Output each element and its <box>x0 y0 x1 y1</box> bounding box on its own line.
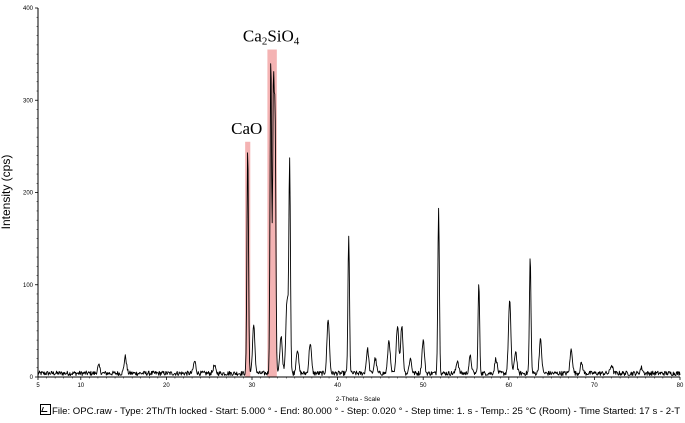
x-tick-label: 50 <box>420 383 427 389</box>
peak-point <box>470 356 471 357</box>
peak-point <box>348 236 349 237</box>
peak-point <box>247 146 248 147</box>
annotation-part: Ca <box>243 27 262 46</box>
peak-point <box>98 366 99 367</box>
y-axis-label: Intensity (cps) <box>0 155 13 230</box>
peak-point <box>423 340 424 341</box>
y-tick-label: 400 <box>23 6 34 12</box>
peak-point <box>540 340 541 341</box>
peak-point <box>367 349 368 350</box>
x-tick-label: 30 <box>249 383 256 389</box>
annotation-part: 4 <box>294 36 300 48</box>
y-tick-label: 300 <box>23 98 34 104</box>
peak-point <box>214 366 215 367</box>
xrd-chart: 0 100 200 300 400 5 10 20 30 40 50 60 70 80 CaO Ca2SiO… <box>0 6 684 403</box>
peak-point <box>310 342 311 343</box>
annotation-part: CaO <box>231 119 262 138</box>
peak-point <box>496 358 497 359</box>
peak-point <box>281 335 282 336</box>
diffraction-trace <box>37 63 681 377</box>
x-tick-label: 5 <box>36 383 40 389</box>
annotation-part: 2 <box>262 36 268 48</box>
peak-point <box>571 349 572 350</box>
annotation-ca2sio4: Ca2SiO4 <box>243 27 300 48</box>
peak-point <box>581 363 582 364</box>
peak-point <box>287 298 288 299</box>
peak-point <box>410 358 411 359</box>
x-tick-label: 20 <box>163 383 170 389</box>
peak-point <box>509 301 510 302</box>
peak-point <box>389 340 390 341</box>
peak-point <box>253 326 254 327</box>
x-tick-label: 80 <box>677 383 684 389</box>
x-axis-label: 2-Theta - Scale <box>336 396 381 403</box>
peak-point <box>297 349 298 350</box>
annotation-part: SiO <box>267 27 293 46</box>
x-tick-label: 70 <box>591 383 598 389</box>
peak-point <box>611 365 612 366</box>
file-caption: File: OPC.raw - Type: 2Th/Th locked - St… <box>40 404 680 418</box>
peak-point <box>328 318 329 319</box>
caption-text: File: OPC.raw - Type: 2Th/Th locked - St… <box>52 406 681 417</box>
y-tick-label: 0 <box>30 375 34 381</box>
peak-point <box>273 95 274 96</box>
peak-point <box>289 164 290 165</box>
highlight-cao <box>245 141 251 377</box>
y-tick-label: 100 <box>23 283 34 289</box>
peak-point <box>641 367 642 368</box>
peak-point <box>275 128 276 129</box>
peak-point <box>438 208 439 209</box>
x-tick-label: 10 <box>77 383 84 389</box>
x-tick-label: 60 <box>505 383 512 389</box>
peak-point <box>397 324 398 325</box>
peak-point <box>530 257 531 258</box>
peak-point <box>478 283 479 284</box>
annotation-cao: CaO <box>231 119 262 138</box>
peak-point <box>125 356 126 357</box>
peak-point <box>270 54 271 55</box>
peak-point <box>515 351 516 352</box>
x-tick-label: 40 <box>334 383 341 389</box>
peak-point <box>457 360 458 361</box>
axes: 0 100 200 300 400 5 10 20 30 40 50 60 70 80 <box>23 6 684 389</box>
file-icon <box>40 404 51 415</box>
peak-point <box>194 361 195 362</box>
annotation-layer: CaO Ca2SiO4 <box>231 27 300 138</box>
peak-point <box>375 358 376 359</box>
plot-layer <box>37 54 681 377</box>
peak-point <box>401 326 402 327</box>
y-tick-label: 200 <box>23 191 34 197</box>
